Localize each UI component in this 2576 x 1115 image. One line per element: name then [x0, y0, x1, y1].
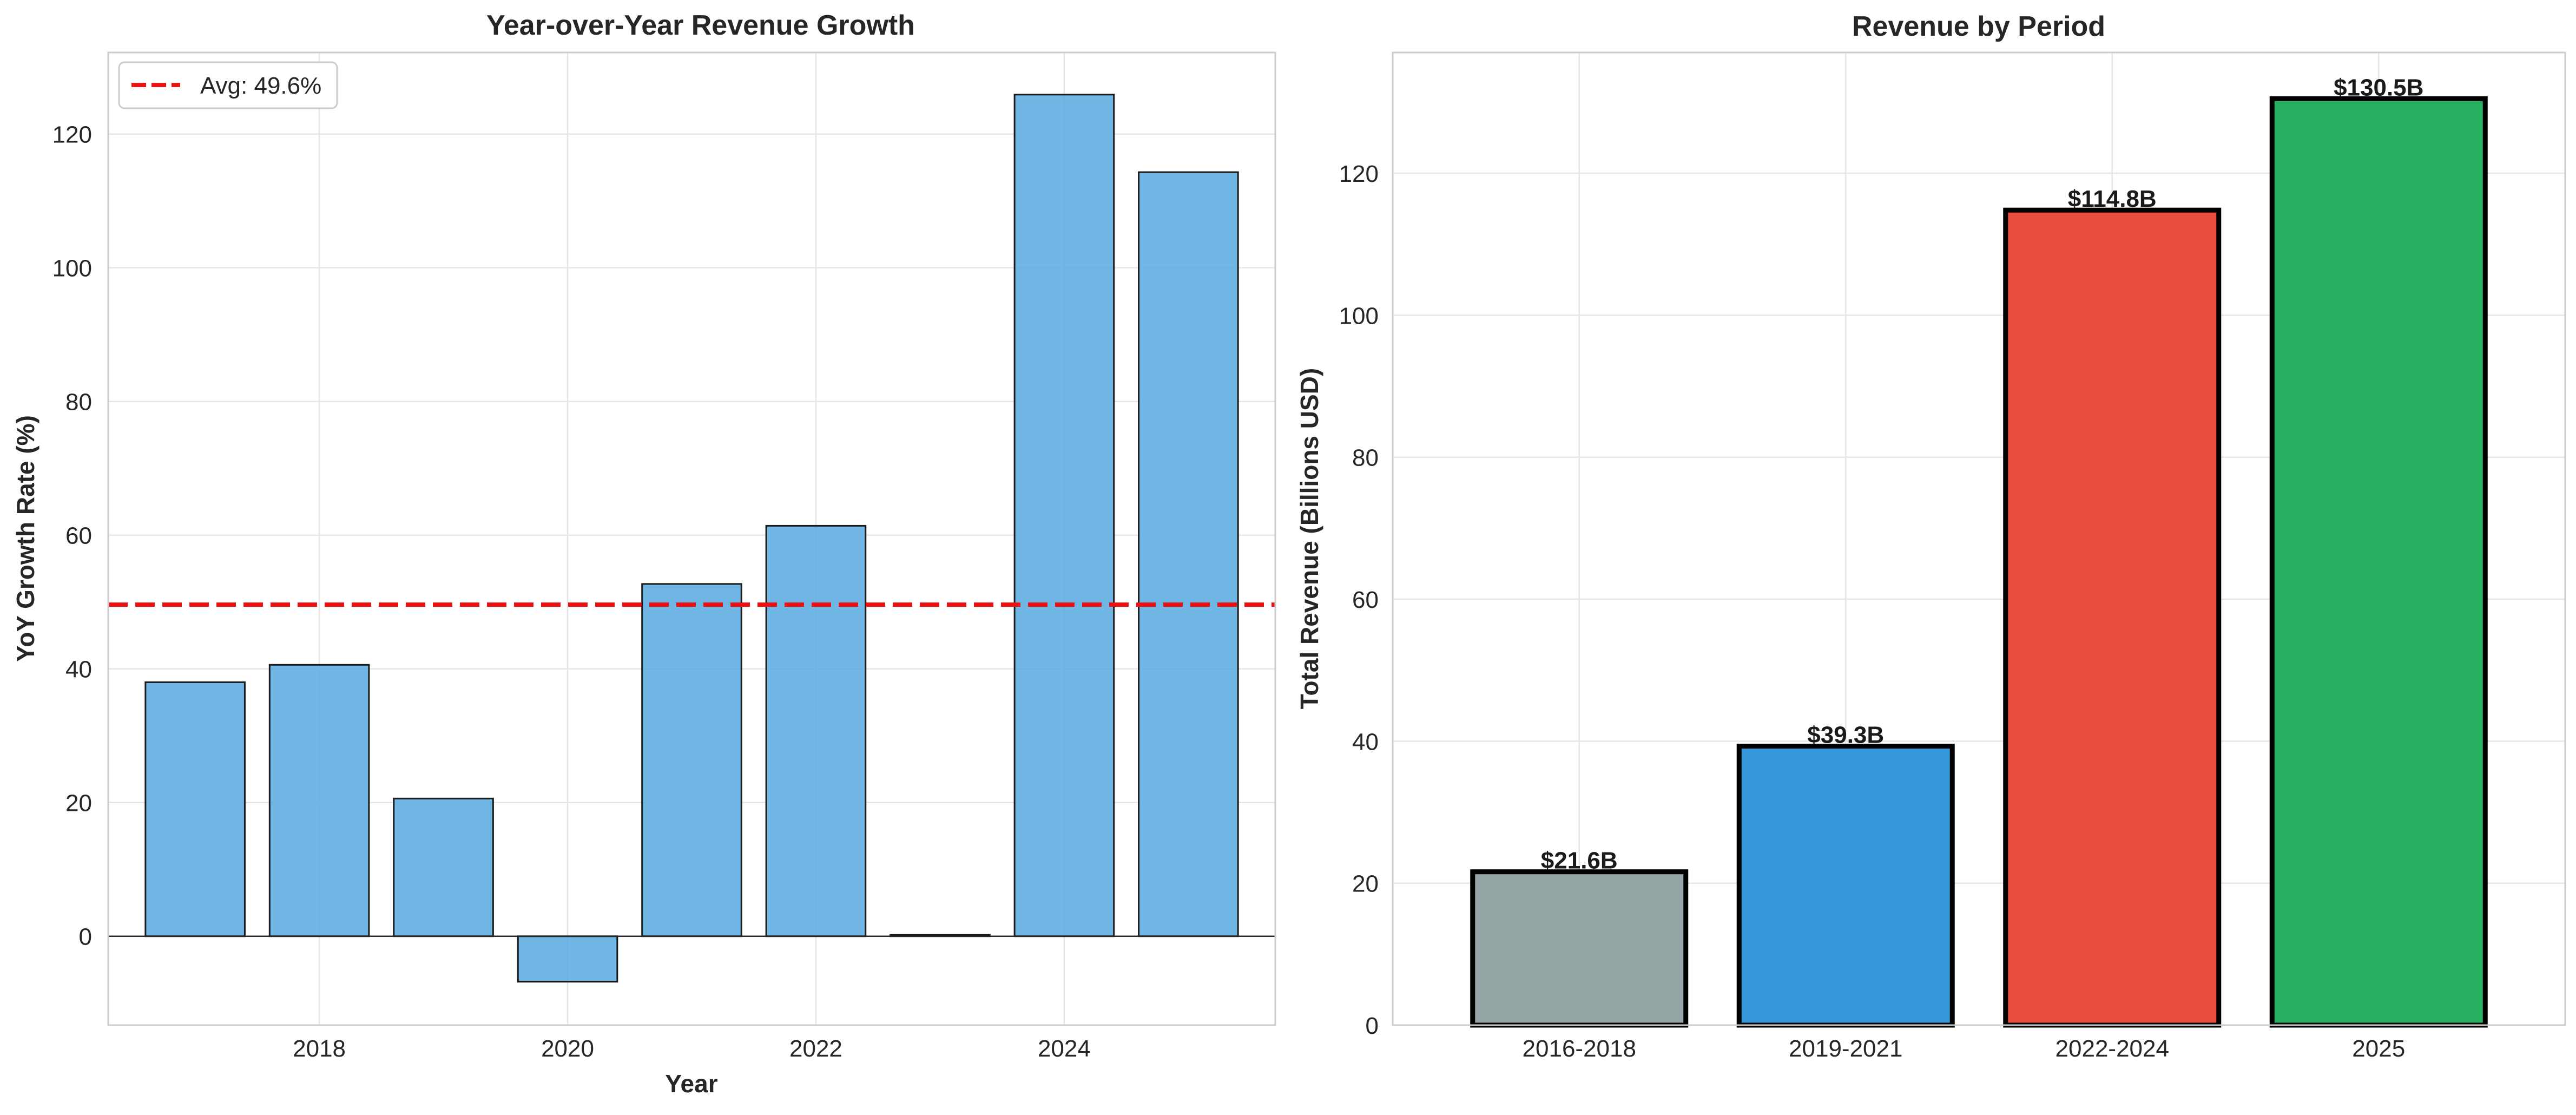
growth-y-ticks: 0 20 40 60 80 100 120 — [52, 122, 92, 950]
growth-y-tick-label: 80 — [65, 389, 92, 416]
growth-x-tick-label: 2024 — [1038, 1035, 1091, 1062]
revenue-data-label: $39.3B — [1807, 722, 1884, 749]
growth-bar — [144, 681, 246, 937]
revenue-bar — [1736, 744, 1955, 1028]
revenue-x-tick-label: 2019-2021 — [1789, 1035, 1902, 1062]
growth-y-tick-label: 120 — [52, 122, 92, 148]
revenue-data-labels: $21.6B $39.3B $114.8B $130.5B — [1541, 74, 2424, 874]
growth-bar — [765, 524, 867, 937]
revenue-bar — [2269, 96, 2488, 1028]
revenue-data-label: $130.5B — [2334, 74, 2423, 101]
revenue-chart-title: Revenue by Period — [1852, 11, 2105, 42]
growth-bar — [1138, 171, 1239, 937]
revenue-data-label: $21.6B — [1541, 848, 1618, 874]
revenue-bar — [2003, 207, 2222, 1028]
legend-avg-label: Avg: 49.6% — [200, 73, 321, 99]
growth-bar — [268, 664, 370, 937]
growth-bar — [393, 797, 494, 937]
growth-bar — [641, 583, 742, 937]
growth-bars — [144, 94, 1239, 983]
revenue-x-tick-label: 2022-2024 — [2055, 1035, 2169, 1062]
revenue-y-tick-label: 100 — [1339, 303, 1379, 329]
revenue-bar — [1470, 869, 1689, 1028]
revenue-x-tick-label: 2025 — [2352, 1035, 2405, 1062]
revenue-y-axis-label: Total Revenue (Billions USD) — [1295, 368, 1323, 709]
growth-y-tick-label: 0 — [79, 924, 92, 950]
growth-chart-title: Year-over-Year Revenue Growth — [486, 10, 915, 41]
revenue-y-ticks: 0 20 40 60 80 100 120 — [1339, 161, 1379, 1039]
revenue-chart: Revenue by Period 0 20 40 60 80 100 120 2016-2… — [1295, 11, 2566, 1062]
revenue-data-label: $114.8B — [2068, 186, 2157, 212]
revenue-y-tick-label: 20 — [1352, 871, 1379, 897]
growth-x-tick-label: 2018 — [293, 1035, 346, 1062]
growth-y-tick-label: 60 — [65, 523, 92, 549]
revenue-x-grid — [1578, 53, 2380, 1025]
growth-legend: Avg: 49.6% — [118, 61, 338, 109]
growth-chart: Year-over-Year Revenue Growth 0 20 40 60 80 1… — [11, 10, 1276, 1098]
legend-box — [118, 61, 338, 109]
revenue-y-tick-label: 0 — [1366, 1013, 1379, 1039]
growth-y-tick-label: 100 — [52, 255, 92, 282]
growth-y-tick-label: 40 — [65, 657, 92, 683]
revenue-y-tick-label: 60 — [1352, 587, 1379, 613]
growth-x-ticks: 2018 2020 2022 2024 — [293, 1035, 1091, 1062]
revenue-x-tick-label: 2016-2018 — [1523, 1035, 1636, 1062]
revenue-x-ticks: 2016-2018 2019-2021 2022-2024 2025 — [1523, 1035, 2406, 1062]
growth-x-axis-label: Year — [665, 1070, 717, 1098]
growth-x-tick-label: 2022 — [789, 1035, 842, 1062]
growth-plot-frame — [107, 51, 1276, 1026]
revenue-y-tick-label: 120 — [1339, 161, 1379, 187]
revenue-y-tick-label: 40 — [1352, 729, 1379, 755]
growth-x-tick-label: 2020 — [541, 1035, 594, 1062]
revenue-bars — [1470, 96, 2488, 1028]
growth-y-tick-label: 20 — [65, 790, 92, 817]
growth-bar — [517, 935, 618, 983]
revenue-y-tick-label: 80 — [1352, 445, 1379, 471]
revenue-plot-frame — [1392, 51, 2566, 1026]
growth-y-axis-label: YoY Growth Rate (%) — [11, 415, 39, 662]
growth-bar — [1013, 94, 1115, 937]
